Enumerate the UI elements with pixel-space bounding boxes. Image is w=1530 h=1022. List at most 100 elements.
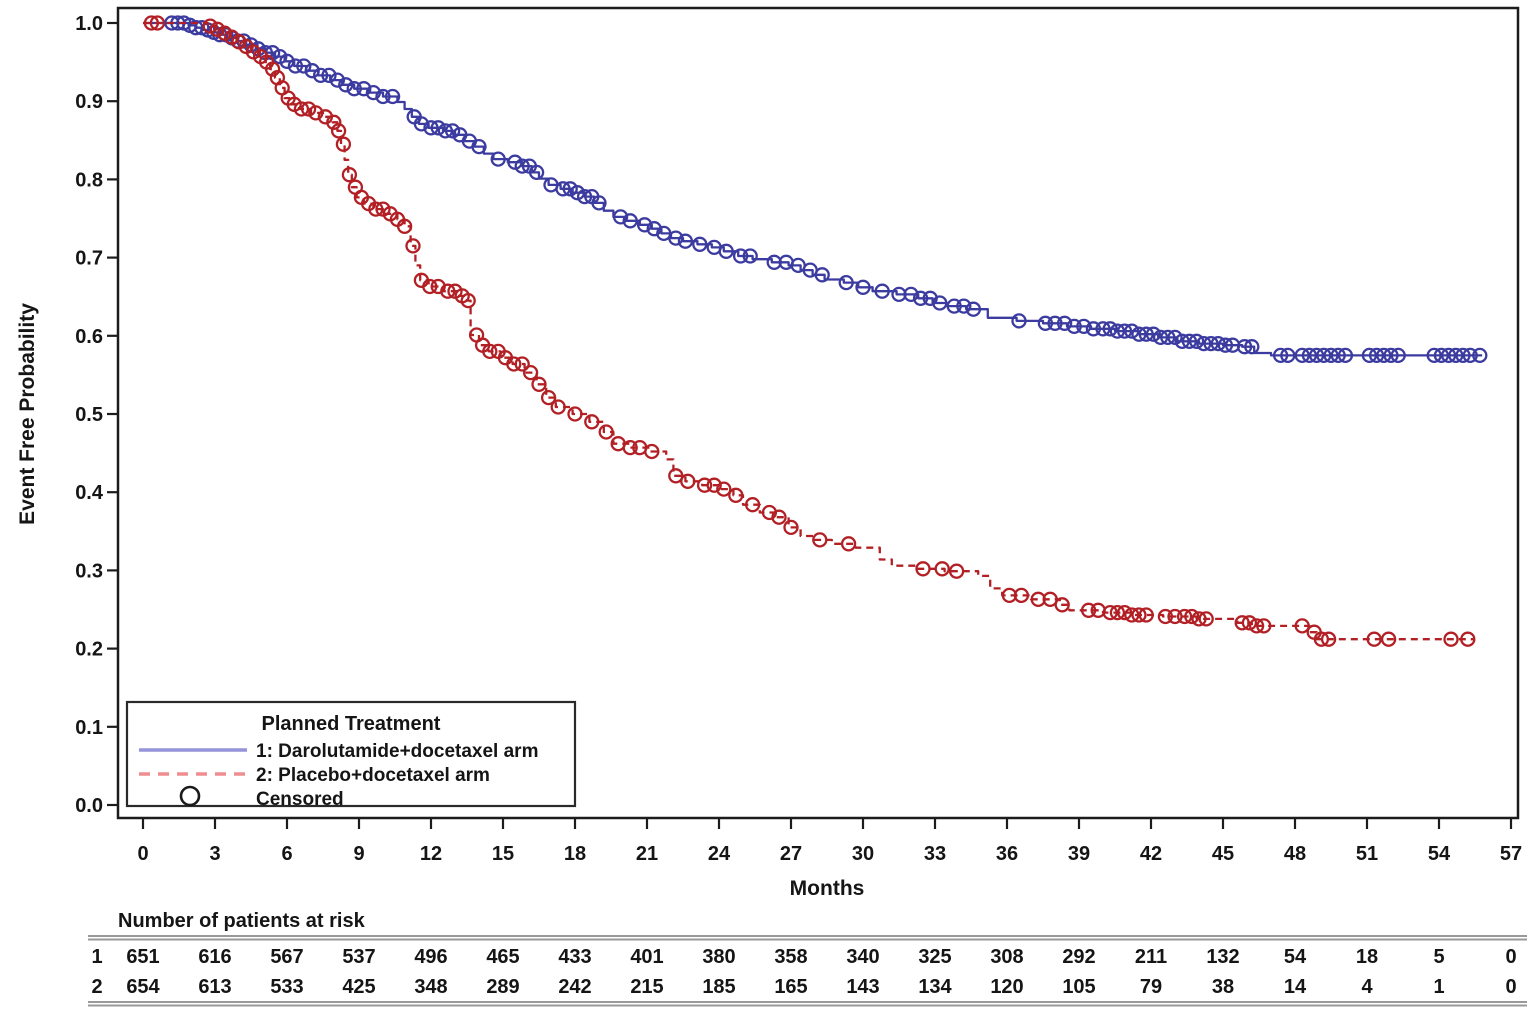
censor-mark: [1361, 347, 1378, 364]
censor-mark: [934, 561, 950, 577]
censor-mark: [293, 101, 310, 117]
censor-mark: [1301, 347, 1318, 364]
censor-mark: [346, 81, 362, 97]
censor-mark: [522, 364, 539, 381]
series-2: [143, 15, 1476, 647]
legend-entry-label: 1: Darolutamide+docetaxel arm: [256, 741, 538, 762]
censor-mark: [598, 424, 614, 440]
censor-mark: [1011, 313, 1027, 329]
censor-mark: [783, 519, 799, 536]
censor-mark: [216, 25, 233, 41]
risk-count: 380: [702, 946, 735, 968]
censor-mark: [326, 114, 342, 130]
censor-mark: [1448, 347, 1464, 364]
risk-count: 292: [1062, 946, 1095, 968]
censor-mark: [1054, 597, 1070, 613]
legend: Planned Treatment 1: Darolutamide+docetax…: [125, 700, 577, 810]
censor-mark: [1102, 321, 1118, 337]
censor-mark: [1198, 611, 1214, 627]
censor-mark: [506, 356, 522, 372]
censor-mark: [1383, 347, 1399, 364]
censor-mark: [514, 158, 530, 174]
censor-mark: [1443, 631, 1459, 647]
risk-count: 0: [1505, 946, 1516, 968]
censor-mark: [1056, 315, 1073, 331]
x-tick-label: 12: [420, 843, 442, 865]
censor-mark: [1160, 329, 1176, 346]
censor-mark: [1433, 347, 1450, 364]
censor-mark: [528, 164, 545, 181]
censor-mark: [1366, 631, 1382, 647]
x-tick-label: 30: [852, 843, 874, 865]
legend-entry-label: Censored: [256, 789, 344, 810]
x-tick-label: 0: [137, 843, 148, 865]
censor-mark: [555, 181, 571, 197]
censor-mark: [490, 151, 506, 167]
censor-mark: [143, 15, 160, 31]
censor-mark: [437, 123, 454, 139]
censor-mark: [1390, 347, 1406, 364]
censor-mark: [965, 301, 982, 317]
censor-mark: [1124, 323, 1140, 339]
risk-count: 1: [1433, 976, 1444, 998]
censor-mark: [1272, 347, 1289, 364]
censor-mark: [644, 443, 660, 460]
risk-row-label: 1: [91, 946, 102, 968]
y-axis-title: Event Free Probability: [16, 303, 39, 525]
censor-mark: [1236, 339, 1253, 355]
censor-mark: [1196, 335, 1212, 352]
censor-mark: [1042, 591, 1058, 607]
censor-mark: [375, 88, 391, 105]
censor-mark: [1085, 321, 1102, 337]
x-tick-label: 27: [780, 843, 802, 865]
risk-count: 401: [630, 946, 663, 968]
censor-mark: [1234, 615, 1250, 631]
censor-mark: [460, 292, 476, 309]
censor-mark: [149, 15, 166, 31]
censor-mark: [1210, 335, 1226, 352]
censor-mark: [507, 154, 523, 170]
censor-mark: [1013, 587, 1030, 604]
x-tick-label: 18: [564, 843, 586, 865]
censor-mark: [622, 439, 638, 456]
censor-mark: [365, 84, 382, 101]
plot-frame: [116, 6, 1520, 820]
censor-mark: [329, 72, 346, 88]
censor-mark: [1241, 615, 1258, 631]
censor-mark: [368, 201, 384, 217]
risk-count: 537: [342, 946, 375, 968]
censor-mark: [636, 217, 653, 233]
risk-count: 4: [1361, 976, 1373, 998]
censor-mark: [1157, 608, 1174, 625]
censor-mark: [874, 283, 890, 299]
censor-mark: [1095, 321, 1111, 337]
risk-row-label: 2: [91, 976, 102, 998]
censor-mark: [622, 213, 638, 229]
censor-mark: [1217, 337, 1234, 353]
censor-mark: [692, 236, 708, 252]
y-tick-label: 0.8: [75, 169, 103, 191]
censor-mark: [1102, 604, 1118, 621]
censor-mark: [330, 123, 347, 139]
risk-count: 165: [774, 976, 807, 998]
censor-mark: [1047, 315, 1063, 331]
risk-count: 105: [1062, 976, 1095, 998]
censor-mark: [1138, 326, 1154, 342]
censor-mark: [612, 209, 629, 225]
series-2-censors: [143, 15, 1476, 647]
censor-mark: [321, 67, 337, 84]
x-tick-label: 15: [492, 843, 514, 865]
risk-count: 185: [702, 976, 735, 998]
risk-count: 18: [1356, 946, 1378, 968]
risk-count: 433: [558, 946, 591, 968]
censor-mark: [202, 18, 218, 34]
censor-mark: [1184, 608, 1200, 625]
risk-count: 0: [1505, 976, 1516, 998]
series-1: [143, 15, 1488, 364]
censor-mark: [584, 414, 600, 430]
risk-count: 132: [1206, 946, 1239, 968]
censor-mark: [1244, 339, 1260, 355]
series-2-line: [143, 21, 1475, 641]
censor-mark: [814, 267, 830, 283]
